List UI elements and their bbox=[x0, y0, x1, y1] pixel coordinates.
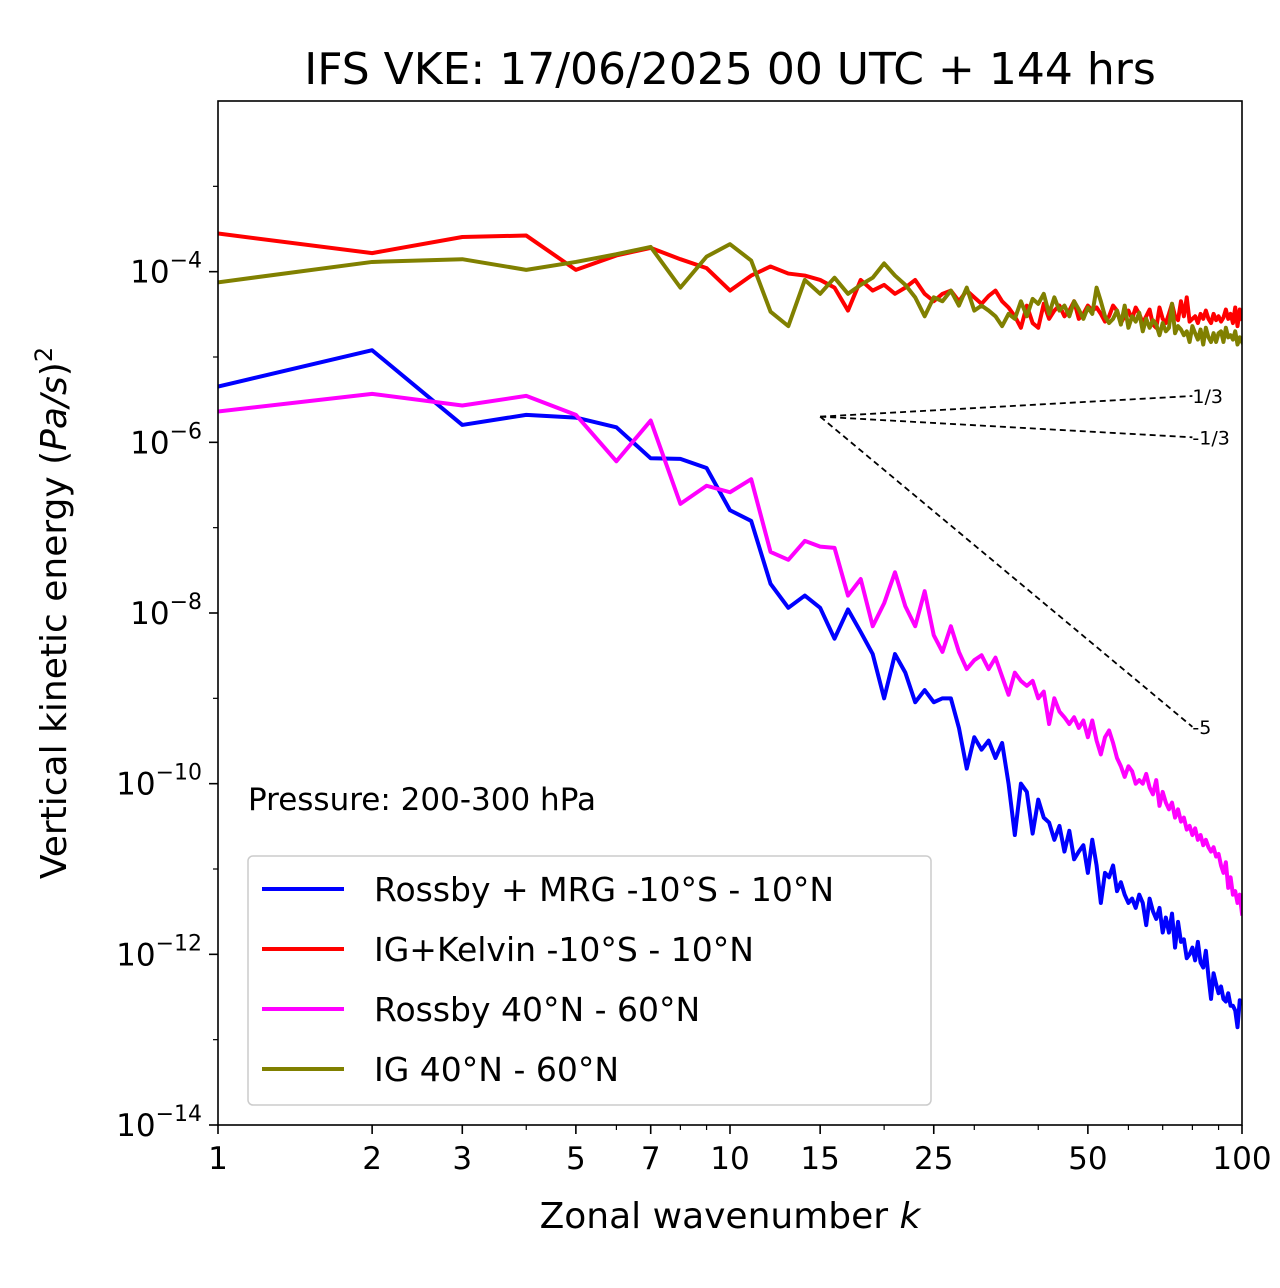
y-tick-label: 10−4 bbox=[130, 249, 202, 291]
legend-box bbox=[247, 855, 932, 1106]
reference-slope-label: 1/3 bbox=[1192, 386, 1223, 408]
x-tick-label: 25 bbox=[914, 1141, 953, 1177]
x-tick-label: 7 bbox=[641, 1141, 661, 1177]
pressure-annotation: Pressure: 200-300 hPa bbox=[248, 782, 596, 818]
reference-slope-line bbox=[819, 415, 1193, 728]
series-layer bbox=[218, 231, 1242, 1030]
axis-ticks: 1 2 3 5 7 10 15 25 50 100 10−4 10−6 10−8 10−10 10−12 10… bbox=[116, 185, 1272, 1177]
y-axis-label-close: ) bbox=[34, 362, 75, 376]
series-line bbox=[218, 348, 1242, 1030]
reference-slope-label: -5 bbox=[1192, 717, 1211, 739]
x-tick-label: 100 bbox=[1212, 1141, 1271, 1177]
y-axis-label-exp: 2 bbox=[30, 347, 58, 362]
legend-label: IG+Kelvin -10°S - 10°N bbox=[374, 930, 754, 969]
y-tick-label: 10−8 bbox=[130, 590, 202, 632]
y-tick-label: 10−14 bbox=[116, 1102, 202, 1144]
reference-slope-line bbox=[820, 395, 1193, 418]
x-tick-label: 50 bbox=[1068, 1141, 1107, 1177]
y-axis-label: Vertical kinetic energy (Pa/s)2 bbox=[30, 347, 75, 879]
x-tick-label: 1 bbox=[208, 1141, 228, 1177]
plot-frame bbox=[217, 100, 1243, 1126]
y-tick-label: 10−10 bbox=[116, 761, 202, 803]
legend-label: Rossby 40°N - 60°N bbox=[374, 990, 700, 1029]
x-axis-label-text: Zonal wavenumber bbox=[540, 1196, 900, 1237]
reference-slope-lines: 1/3 -1/3 -5 bbox=[819, 386, 1230, 739]
y-axis-label-var: Pa/s bbox=[34, 376, 75, 451]
reference-slope-line bbox=[820, 415, 1193, 439]
y-tick-label: 10−6 bbox=[130, 419, 202, 461]
x-axis-label-var: k bbox=[900, 1196, 923, 1237]
series-line bbox=[218, 391, 1242, 916]
chart-title: IFS VKE: 17/06/2025 00 UTC + 144 hrs bbox=[304, 44, 1156, 95]
series-line bbox=[218, 242, 1242, 347]
x-tick-label: 2 bbox=[362, 1141, 382, 1177]
x-tick-label: 5 bbox=[566, 1141, 586, 1177]
x-axis-label: Zonal wavenumber k bbox=[540, 1196, 923, 1237]
x-tick-label: 10 bbox=[710, 1141, 749, 1177]
x-tick-label: 3 bbox=[452, 1141, 472, 1177]
y-axis-label-text: Vertical kinetic energy ( bbox=[34, 451, 75, 879]
legend: Rossby + MRG -10°S - 10°N IG+Kelvin -10°S… bbox=[247, 855, 932, 1106]
x-tick-label: 15 bbox=[800, 1141, 839, 1177]
legend-label: Rossby + MRG -10°S - 10°N bbox=[374, 870, 834, 909]
y-tick-label: 10−12 bbox=[116, 931, 202, 973]
reference-slope-label: -1/3 bbox=[1192, 427, 1229, 449]
legend-label: IG 40°N - 60°N bbox=[374, 1050, 619, 1089]
